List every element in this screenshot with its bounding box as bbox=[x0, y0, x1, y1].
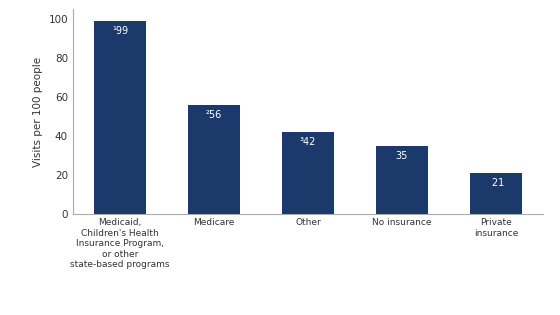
Bar bbox=[470, 173, 522, 214]
Text: 21: 21 bbox=[487, 178, 505, 188]
Text: ³42: ³42 bbox=[300, 137, 316, 147]
Text: 35: 35 bbox=[396, 151, 408, 161]
Y-axis label: Visits per 100 people: Visits per 100 people bbox=[32, 57, 43, 167]
Bar bbox=[188, 105, 240, 214]
Text: ¹99: ¹99 bbox=[112, 26, 128, 36]
Text: ²56: ²56 bbox=[206, 110, 222, 120]
Bar bbox=[376, 146, 428, 214]
Bar bbox=[282, 132, 334, 214]
Bar bbox=[94, 21, 146, 214]
